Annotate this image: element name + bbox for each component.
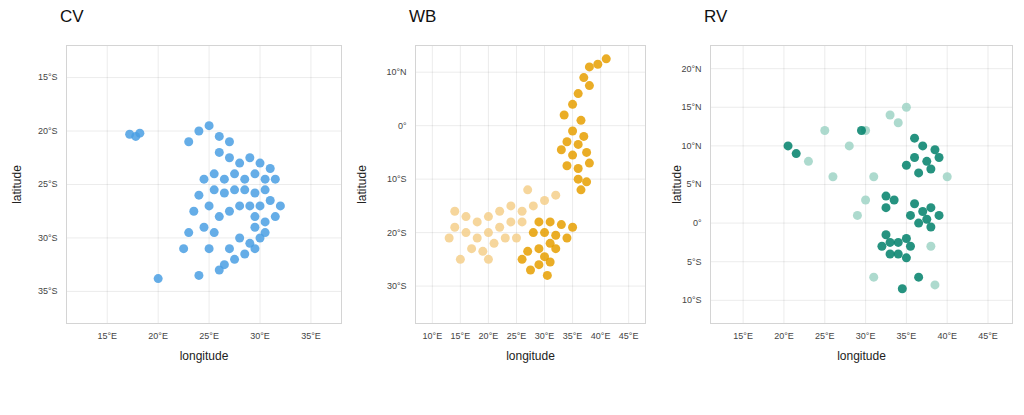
svg-text:latitude: latitude — [670, 165, 684, 204]
svg-text:10°S: 10°S — [387, 174, 407, 184]
svg-text:15°E: 15°E — [451, 331, 471, 341]
svg-text:10°S: 10°S — [682, 295, 702, 305]
svg-text:20°S: 20°S — [38, 126, 58, 136]
svg-text:30°S: 30°S — [387, 281, 407, 291]
html-text:RV: RV — [704, 7, 728, 26]
svg-text:35°E: 35°E — [897, 331, 917, 341]
svg-text:35°E: 35°E — [301, 331, 321, 341]
html-text:WB: WB — [409, 7, 437, 26]
svg-text:30°E: 30°E — [535, 331, 555, 341]
svg-text:10°N: 10°N — [386, 67, 406, 77]
svg-text:35°E: 35°E — [563, 331, 583, 341]
svg-text:20°E: 20°E — [148, 331, 168, 341]
svg-text:25°E: 25°E — [507, 331, 527, 341]
svg-text:25°S: 25°S — [38, 179, 58, 189]
svg-text:5°N: 5°N — [686, 179, 701, 189]
svg-text:40°E: 40°E — [591, 331, 611, 341]
svg-text:longitude: longitude — [180, 349, 229, 363]
svg-text:0°: 0° — [398, 121, 407, 131]
svg-text:30°S: 30°S — [38, 233, 58, 243]
svg-text:5°S: 5°S — [687, 257, 702, 267]
svg-text:20°E: 20°E — [479, 331, 499, 341]
svg-text:longitude: longitude — [837, 349, 886, 363]
svg-text:20°E: 20°E — [774, 331, 794, 341]
svg-text:25°E: 25°E — [199, 331, 219, 341]
svg-text:longitude: longitude — [506, 349, 555, 363]
svg-text:0°: 0° — [693, 218, 702, 228]
svg-text:15°E: 15°E — [733, 331, 753, 341]
svg-text:30°E: 30°E — [250, 331, 270, 341]
svg-text:latitude: latitude — [10, 165, 24, 204]
svg-text:15°N: 15°N — [681, 102, 701, 112]
svg-text:15°E: 15°E — [97, 331, 117, 341]
svg-text:25°E: 25°E — [815, 331, 835, 341]
svg-text:latitude: latitude — [355, 165, 369, 204]
svg-text:20°S: 20°S — [387, 227, 407, 237]
svg-text:20°N: 20°N — [681, 64, 701, 74]
svg-text:40°E: 40°E — [937, 331, 957, 341]
svg-text:30°E: 30°E — [856, 331, 876, 341]
svg-text:45°E: 45°E — [619, 331, 639, 341]
svg-text:15°S: 15°S — [38, 72, 58, 82]
svg-text:35°S: 35°S — [38, 286, 58, 296]
svg-text:10°N: 10°N — [681, 141, 701, 151]
html-text:CV: CV — [60, 7, 84, 26]
svg-text:10°E: 10°E — [423, 331, 443, 341]
svg-text:45°E: 45°E — [978, 331, 998, 341]
